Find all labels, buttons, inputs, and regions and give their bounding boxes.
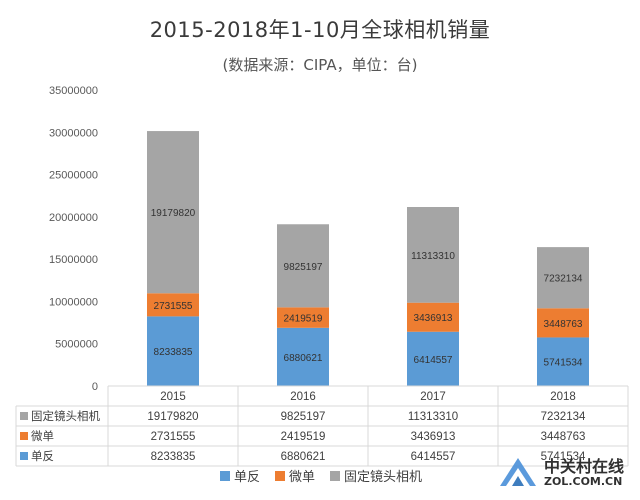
table-cell: 3436913 xyxy=(411,431,456,443)
chart-subtitle: (数据来源：CIPA，单位：台) xyxy=(222,56,418,74)
table-cell: 5741534 xyxy=(541,451,586,463)
bar-segment xyxy=(277,224,329,308)
table-cell: 19179820 xyxy=(147,411,198,423)
bar-segment xyxy=(407,331,459,386)
y-tick-label: 10000000 xyxy=(49,296,98,308)
data-label: 6880621 xyxy=(284,353,323,364)
table-legend-swatch xyxy=(20,452,28,460)
data-label: 19179820 xyxy=(151,208,196,219)
zol-logo-icon xyxy=(499,458,536,486)
table-row-header: 微单 xyxy=(31,429,54,443)
legend-swatch xyxy=(330,471,340,481)
data-label: 3448763 xyxy=(544,319,583,330)
bar-segment xyxy=(537,247,589,309)
table-row-header: 固定镜头相机 xyxy=(31,409,100,423)
watermark-en: ZOL.COM.CN xyxy=(543,474,623,488)
bar-segment xyxy=(537,308,589,338)
table-cell: 7232134 xyxy=(541,411,586,423)
zol-watermark: 中关村在线 ZOL.COM.CN xyxy=(498,456,624,490)
legend-label: 微单 xyxy=(289,470,315,485)
table-cell: 2731555 xyxy=(151,431,196,443)
bar-segment xyxy=(147,316,199,386)
data-label: 3436913 xyxy=(414,313,453,324)
table-cell: 11313310 xyxy=(408,411,458,423)
legend-label: 固定镜头相机 xyxy=(344,470,422,485)
legend-label: 单反 xyxy=(234,470,260,485)
y-tick-label: 20000000 xyxy=(49,212,98,224)
y-tick-label: 35000000 xyxy=(49,85,98,97)
table-cell: 3448763 xyxy=(541,431,586,443)
x-tick-label: 2018 xyxy=(550,391,576,403)
y-tick-label: 15000000 xyxy=(49,254,98,266)
data-label: 2419519 xyxy=(284,314,323,325)
data-label: 7232134 xyxy=(544,274,583,285)
table-cell: 8233835 xyxy=(151,451,196,463)
bar-segment xyxy=(277,327,329,386)
data-label: 8233835 xyxy=(154,347,193,358)
table-cell: 6880621 xyxy=(281,451,326,463)
data-label: 6414557 xyxy=(414,355,453,366)
y-tick-label: 30000000 xyxy=(49,127,98,139)
bar-segment xyxy=(537,337,589,386)
watermark-cn: 中关村在线 xyxy=(543,456,624,476)
data-label: 5741534 xyxy=(544,358,583,369)
bar-segment xyxy=(147,293,199,317)
bar-segment xyxy=(277,307,329,328)
chart-title: 2015-2018年1-10月全球相机销量 xyxy=(149,18,491,42)
bar-segment xyxy=(407,302,459,332)
table-legend-swatch xyxy=(20,432,28,440)
legend-swatch xyxy=(220,471,230,481)
table-cell: 2419519 xyxy=(281,431,326,443)
table-cell: 9825197 xyxy=(281,411,326,423)
data-label: 2731555 xyxy=(154,301,193,312)
bar-segment xyxy=(147,131,199,294)
x-tick-label: 2017 xyxy=(420,391,446,403)
y-tick-label: 25000000 xyxy=(49,170,98,182)
bar-segment xyxy=(407,207,459,303)
data-label: 11313310 xyxy=(411,251,455,262)
y-tick-label: 0 xyxy=(92,381,98,393)
table-legend-swatch xyxy=(20,412,28,420)
y-tick-label: 5000000 xyxy=(55,339,98,351)
table-cell: 6414557 xyxy=(411,451,456,463)
x-tick-label: 2015 xyxy=(160,391,186,403)
x-tick-label: 2016 xyxy=(290,391,316,403)
data-label: 9825197 xyxy=(284,262,323,273)
table-row-header: 单反 xyxy=(31,450,54,463)
legend-swatch xyxy=(275,471,285,481)
